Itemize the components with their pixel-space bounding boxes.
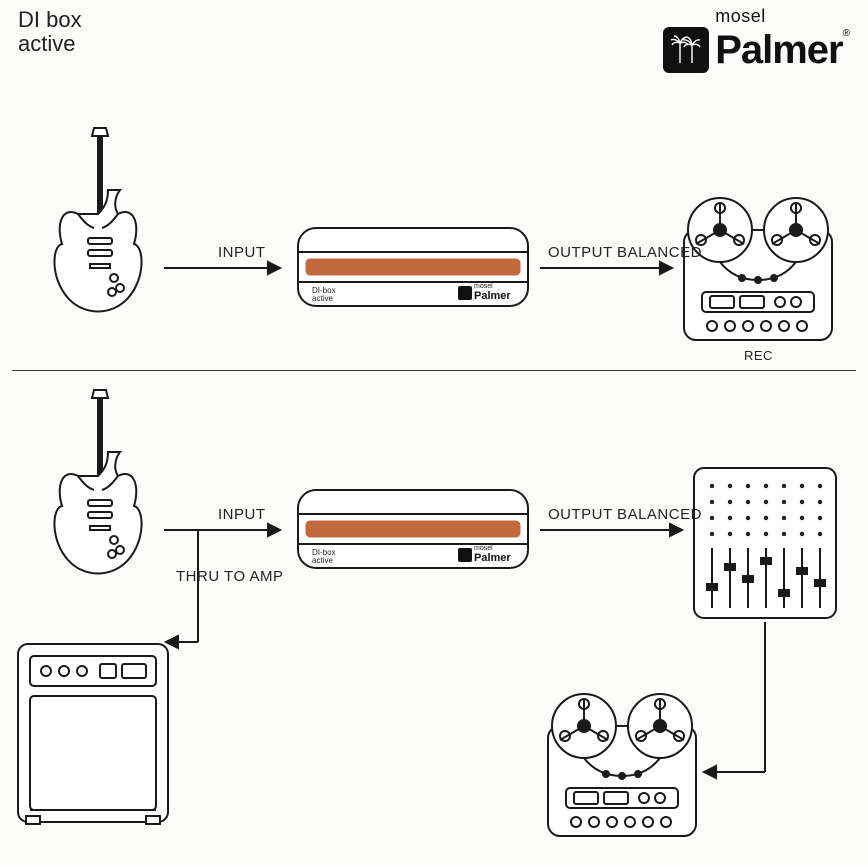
guitar-icon	[54, 128, 141, 312]
dibox-brand-top: mosel	[474, 283, 493, 290]
tape-recorder-icon	[548, 694, 696, 836]
input-label: INPUT	[218, 244, 266, 261]
thru-label: THRU TO AMP	[176, 568, 283, 585]
dibox-icon: DI-box active mosel Palmer	[298, 228, 528, 306]
input-arrow-icon	[164, 262, 280, 274]
thru-arrow-icon	[166, 530, 198, 648]
tape-recorder-icon	[684, 198, 832, 340]
dibox-icon: DI-box active mosel Palmer	[298, 490, 528, 568]
mixer-to-tape-arrow-icon	[704, 622, 765, 778]
amp-icon	[18, 644, 168, 824]
output-arrow-icon	[540, 262, 672, 274]
brand-logo-icon	[663, 27, 709, 73]
brand-name: Palmer	[715, 28, 842, 72]
brand-top: mosel	[715, 6, 850, 27]
input-arrow-icon	[164, 524, 280, 536]
mixer-icon	[694, 468, 836, 618]
dibox-line2: active	[312, 294, 333, 303]
dibox-brand: Palmer	[474, 552, 511, 564]
brand-block: mosel Palmer®	[663, 6, 850, 73]
diagram-2: DI-box active mosel Palmer	[0, 390, 868, 860]
dibox-brand: Palmer	[474, 290, 511, 302]
guitar-icon	[54, 390, 141, 574]
output-label: OUTPUT BALANCED	[548, 244, 702, 261]
title-line2: active	[18, 32, 82, 56]
brand-reg: ®	[843, 28, 850, 39]
output-arrow-icon	[540, 524, 682, 536]
diagram-1: DI-box active mosel Palmer	[0, 120, 868, 370]
page-title: DI box active	[18, 8, 82, 56]
output-label: OUTPUT BALANCED	[548, 506, 702, 523]
rec-label: REC	[744, 348, 773, 363]
dibox-line2: active	[312, 556, 333, 565]
dibox-brand-top: mosel	[474, 545, 493, 552]
title-line1: DI box	[18, 8, 82, 32]
divider-line	[12, 370, 856, 371]
input-label: INPUT	[218, 506, 266, 523]
